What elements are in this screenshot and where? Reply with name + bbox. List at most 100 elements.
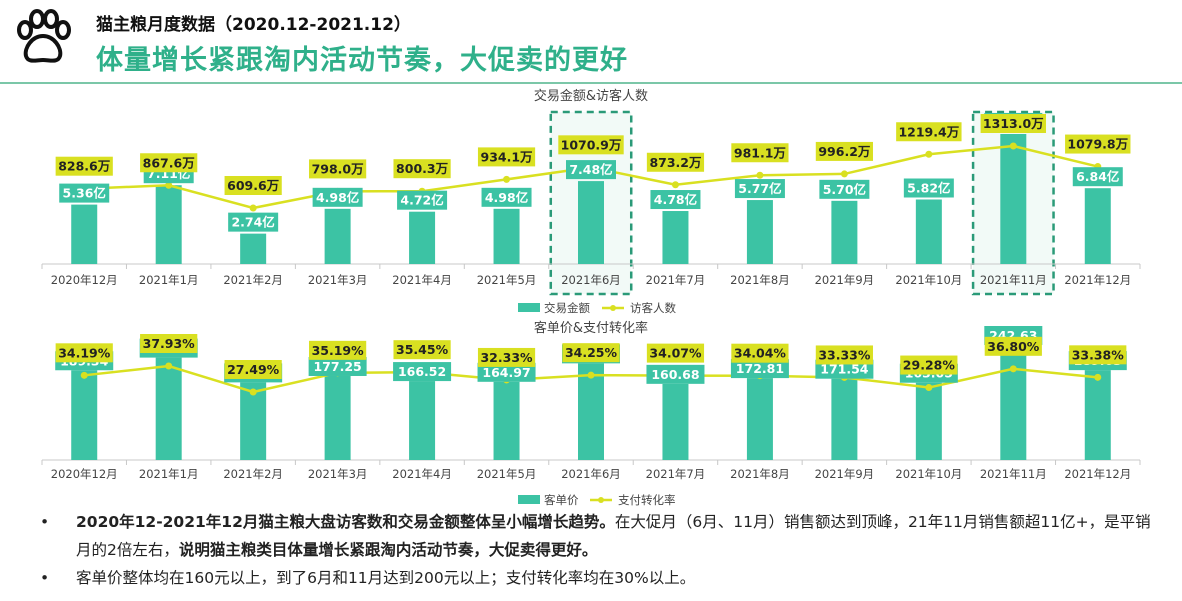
x-tick-label: 2021年4月 xyxy=(392,467,452,481)
line-data-label: 37.93% xyxy=(143,336,196,351)
bar-data-label: 160.68 xyxy=(651,367,699,382)
line-data-label: 934.1万 xyxy=(481,149,533,164)
line-label-box xyxy=(224,176,282,195)
line-data-label: 798.0万 xyxy=(312,161,364,176)
bar xyxy=(662,211,689,264)
x-tick-label: 2021年10月 xyxy=(895,273,962,287)
x-tick-label: 2020年12月 xyxy=(51,467,118,481)
x-tick-label: 2021年4月 xyxy=(392,273,452,287)
bar xyxy=(662,383,689,460)
line-label-box xyxy=(1069,345,1127,365)
bar-data-label: 177.25 xyxy=(313,359,361,374)
bullet-mark: • xyxy=(40,569,50,587)
bar xyxy=(746,378,773,460)
line-data-label: 873.2万 xyxy=(649,155,701,170)
bar-data-label: 4.78亿 xyxy=(654,192,697,207)
legend-label: 访客人数 xyxy=(630,301,676,315)
line-label-box xyxy=(224,360,282,379)
line-label-box xyxy=(477,147,536,167)
bar xyxy=(915,382,942,460)
line-label-box xyxy=(140,153,198,173)
bar-label-box xyxy=(481,187,532,207)
line-label-box xyxy=(900,355,958,375)
x-tick-label: 2021年9月 xyxy=(815,273,875,287)
bar-data-label: 172.81 xyxy=(736,361,784,376)
bar-data-label: 4.72亿 xyxy=(400,193,443,208)
bar-data-label: 5.70亿 xyxy=(823,182,866,197)
line-data-label: 29.28% xyxy=(903,358,956,373)
line-point xyxy=(165,181,173,189)
bar-label-box xyxy=(646,364,705,384)
bar-label-box xyxy=(228,212,279,232)
bar xyxy=(155,185,182,264)
chart-title: 客单价&支付转化率 xyxy=(534,320,648,336)
line-data-label: 27.49% xyxy=(227,362,280,377)
x-tick-label: 2021年11月 xyxy=(980,467,1047,481)
bar-data-label: 6.84亿 xyxy=(1076,169,1119,184)
bar xyxy=(155,357,182,460)
bar-label-box xyxy=(1072,167,1123,187)
x-tick-label: 2021年9月 xyxy=(815,467,875,481)
bullet-bold-text-2: 说明猫主粮类目体量增长紧跟淘内活动节奏，大促卖得更好。 xyxy=(178,541,598,559)
bar xyxy=(240,233,267,264)
x-tick-label: 2021年8月 xyxy=(730,273,790,287)
line-label-box xyxy=(477,347,536,367)
x-tick-label: 2021年7月 xyxy=(646,273,706,287)
bar-data-label: 5.82亿 xyxy=(907,180,950,195)
legend-swatch-dot xyxy=(610,305,616,311)
legend-swatch-dot xyxy=(598,497,604,503)
line-data-label: 609.6万 xyxy=(227,178,279,193)
line-label-box xyxy=(646,152,705,172)
bar xyxy=(578,181,604,264)
line-data-label: 981.1万 xyxy=(734,145,786,160)
line-data-label: 800.3万 xyxy=(396,161,448,176)
line-data-label: 1219.4万 xyxy=(898,124,959,139)
bar-data-label: 5.36亿 xyxy=(63,186,106,201)
x-tick-label: 2021年6月 xyxy=(561,273,621,287)
line-point xyxy=(249,388,257,396)
line-label-box xyxy=(309,340,367,360)
bar-label-box xyxy=(734,179,785,199)
x-tick-label: 2020年12月 xyxy=(51,273,118,287)
line-label-box xyxy=(562,343,620,363)
bar-label-box xyxy=(650,190,701,210)
line-point xyxy=(925,384,933,392)
x-tick-label: 2021年11月 xyxy=(980,273,1047,287)
bar-label-box xyxy=(819,179,870,199)
bullet-bold-text: 2020年12-2021年12月猫主粮大盘访客数和交易金额整体呈小幅增长趋势。 xyxy=(76,513,615,531)
bar xyxy=(831,378,858,460)
bar-label-box xyxy=(730,359,789,379)
line-data-label: 35.19% xyxy=(312,343,365,358)
line-point xyxy=(80,371,88,379)
bar-label-box xyxy=(393,362,452,382)
line-label-box xyxy=(55,343,113,363)
bar-label-box xyxy=(903,178,954,198)
x-tick-label: 2021年7月 xyxy=(646,467,706,481)
x-tick-label: 2021年2月 xyxy=(223,467,283,481)
x-tick-label: 2021年3月 xyxy=(308,273,368,287)
line-data-label: 34.04% xyxy=(734,346,787,361)
bullet-item: • 2020年12-2021年12月猫主粮大盘访客数和交易金额整体呈小幅增长趋势… xyxy=(40,508,1160,564)
line-label-box xyxy=(140,334,198,353)
line-label-box xyxy=(731,143,789,163)
line-point xyxy=(671,181,679,189)
bar xyxy=(409,211,436,264)
bar-label-box xyxy=(59,183,110,203)
bar xyxy=(578,363,604,460)
x-tick-label: 2021年6月 xyxy=(561,467,621,481)
x-tick-label: 2021年5月 xyxy=(477,273,537,287)
line-data-label: 996.2万 xyxy=(818,144,870,159)
chart-title: 交易金额&访客人数 xyxy=(534,88,648,104)
bullet-text: 在大促月（6月、11月）销售额达到顶峰，21年11月销售额超11亿+，是平销月的… xyxy=(76,513,1151,559)
line-data-label: 867.6万 xyxy=(143,155,195,170)
line-label-box xyxy=(815,141,873,161)
line-label-box xyxy=(309,159,367,179)
summary-bullets: • 2020年12-2021年12月猫主粮大盘访客数和交易金额整体呈小幅增长趋势… xyxy=(40,508,1160,592)
line-point xyxy=(165,362,173,370)
bar-data-label: 7.48亿 xyxy=(569,162,612,177)
bar xyxy=(1000,134,1027,264)
line-label-box xyxy=(393,159,451,179)
x-tick-label: 2021年10月 xyxy=(895,467,962,481)
line-point xyxy=(503,175,511,183)
bar-data-label: 2.74亿 xyxy=(231,215,274,230)
